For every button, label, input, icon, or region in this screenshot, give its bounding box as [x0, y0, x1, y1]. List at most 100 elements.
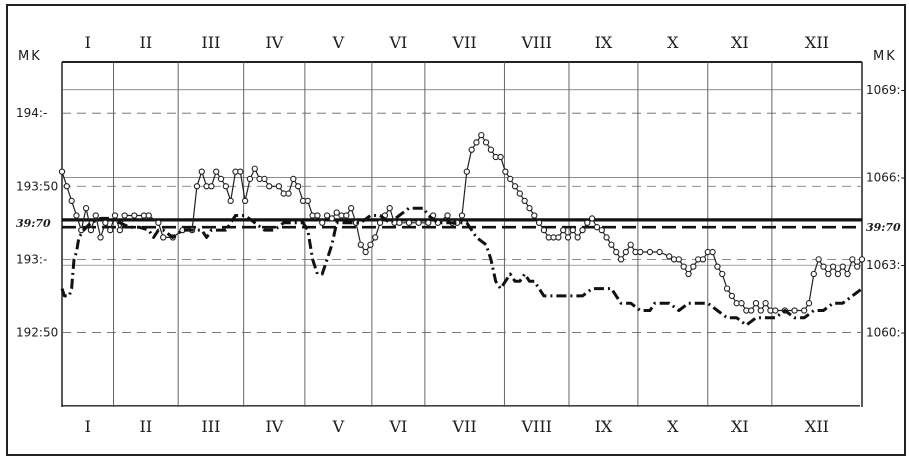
- series-circle-point: [217, 175, 225, 183]
- series-circle-point: [820, 263, 827, 270]
- series-circle-point: [145, 212, 152, 219]
- left-tick-label: 193:-: [16, 252, 47, 266]
- series-circle-point: [92, 212, 99, 219]
- series-circle-point: [588, 215, 596, 222]
- series-circle-point: [304, 197, 311, 205]
- series-circle-point: [521, 197, 528, 205]
- series-circle-point: [569, 226, 576, 234]
- series-circle-point: [294, 183, 302, 190]
- series-circle-point: [198, 168, 205, 175]
- month-label-bottom: IX: [595, 417, 613, 436]
- series-circle-point: [564, 234, 572, 241]
- series-circle-point: [121, 212, 128, 219]
- series-circle-point: [579, 226, 586, 234]
- series-circle-point: [376, 219, 384, 226]
- month-label-bottom: V: [332, 417, 345, 436]
- series-circle-point: [367, 241, 374, 248]
- series-circle-point: [699, 256, 707, 263]
- series-circle-point: [261, 175, 268, 183]
- series-circle-point: [58, 168, 66, 175]
- series-circle-point: [714, 263, 721, 270]
- series-circle-point: [227, 197, 234, 205]
- right-tick-label: 1063:-: [866, 258, 905, 272]
- series-circle-point: [526, 205, 533, 212]
- series-circle-point: [757, 307, 764, 314]
- series-circle-point: [131, 212, 138, 219]
- series-circle-point: [208, 183, 215, 190]
- month-label-bottom: VI: [388, 417, 407, 436]
- series-circle-point: [531, 212, 538, 219]
- series-circle-point: [690, 263, 697, 270]
- series-circle-point: [772, 307, 779, 314]
- right-axis-unit: MK: [873, 49, 897, 64]
- month-label-top: VII: [452, 33, 477, 52]
- series-circle-point: [584, 219, 591, 226]
- series-circle-point: [362, 248, 369, 256]
- month-label-top: VI: [388, 33, 407, 52]
- series-circle-point: [507, 175, 514, 183]
- series-circle-point: [251, 165, 258, 172]
- series-circle-point: [237, 168, 244, 175]
- series-circle-point: [675, 256, 683, 263]
- series-circle-point: [116, 226, 123, 234]
- month-label-top: IV: [265, 33, 283, 52]
- series-circle-point: [723, 285, 731, 292]
- month-label-top: I: [85, 33, 91, 52]
- series-circle-point: [801, 307, 808, 314]
- series-circle-point: [193, 183, 201, 190]
- series-circle-point: [425, 219, 432, 226]
- series-circle-point: [290, 175, 297, 183]
- month-label-bottom: I: [85, 417, 91, 436]
- series-circle-point: [314, 212, 321, 219]
- series-circle-point: [155, 219, 162, 226]
- series-circle-point: [246, 175, 254, 183]
- series-circle-point: [497, 153, 504, 161]
- right-tick-label: 1066:-: [866, 170, 905, 184]
- series-circle-point: [458, 212, 466, 219]
- series-circle-point: [502, 168, 509, 175]
- month-label-bottom: IV: [265, 417, 283, 436]
- series-circle-point: [285, 190, 292, 197]
- month-label-top: X: [667, 33, 679, 52]
- series-circle-point: [728, 292, 736, 300]
- series-circle-point: [752, 300, 760, 307]
- series-circle-point: [97, 234, 104, 241]
- series-circle-point: [482, 139, 490, 146]
- series-line-dashdot: [60, 206, 863, 327]
- series-circle-point: [511, 183, 519, 190]
- series-circle-point: [357, 241, 364, 248]
- series-circle-point: [560, 226, 567, 234]
- series-circle-point: [709, 248, 716, 256]
- series-circle-point: [444, 212, 451, 219]
- month-label-bottom: VII: [452, 417, 477, 436]
- series-circle-point: [266, 183, 273, 190]
- month-label-top: XI: [731, 33, 749, 52]
- series-circle-point: [275, 183, 283, 190]
- series-circle-point: [622, 248, 630, 256]
- left-tick-label: 39:70: [16, 217, 51, 230]
- month-label-bottom: II: [140, 417, 153, 436]
- series-circle-point: [656, 248, 663, 256]
- series-circle-point: [849, 256, 856, 263]
- series-circle-point: [478, 131, 485, 139]
- series-circle-point: [386, 205, 393, 212]
- series-circle-point: [738, 300, 745, 307]
- series-circle-point: [748, 307, 755, 314]
- series-circle-point: [829, 263, 837, 270]
- series-circle-point: [762, 300, 769, 307]
- series-circle-point: [487, 146, 495, 153]
- month-label-top: VIII: [520, 33, 552, 52]
- series-circle-point: [396, 219, 403, 226]
- page-border: [6, 4, 906, 456]
- series-circle-point: [844, 270, 851, 278]
- series-circle-point: [858, 256, 866, 263]
- series-circle-point: [603, 234, 610, 241]
- series-circle-point: [348, 205, 355, 212]
- series-circle-point: [323, 212, 331, 219]
- series-circle-point: [222, 183, 230, 190]
- month-labels: IIIIIIIIIIIIIVIVVVVIVIVIIVIIVIIIVIIIIXIX…: [85, 33, 829, 436]
- series-circle-point: [107, 226, 114, 234]
- series-circle-point: [213, 168, 220, 175]
- series-circle-point: [73, 212, 80, 219]
